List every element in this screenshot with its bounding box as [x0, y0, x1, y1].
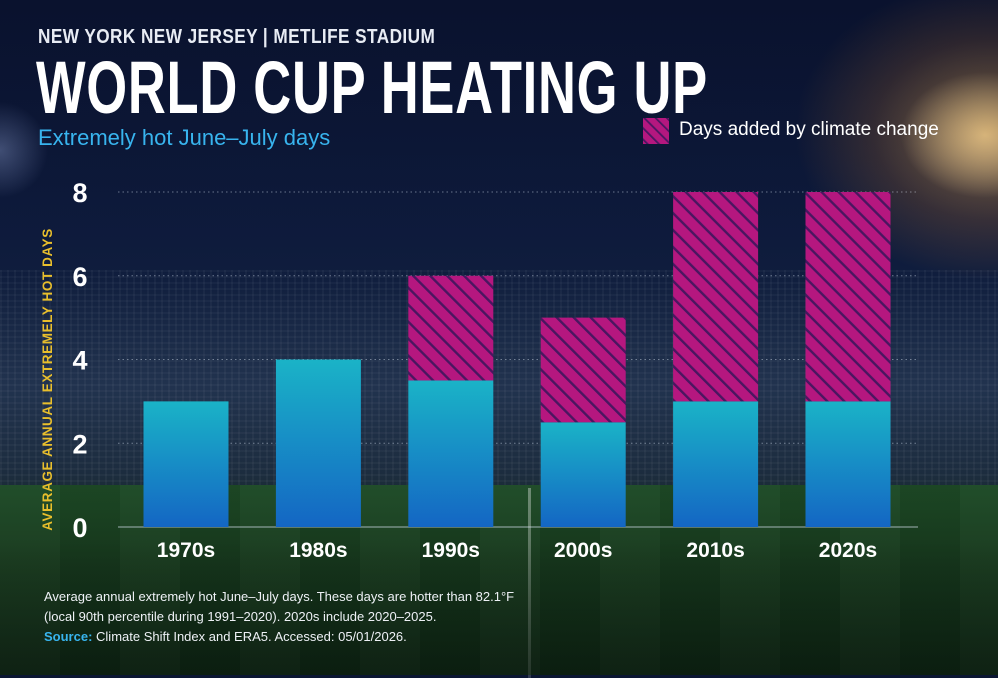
pitch-halfway-line — [528, 488, 531, 678]
footnote-line-1: Average annual extremely hot June–July d… — [44, 589, 515, 604]
source-label: Source: — [44, 629, 93, 644]
legend-swatch-climate-change — [643, 118, 669, 144]
y-axis-title: AVERAGE ANNUAL EXTREMELY HOT DAYS — [40, 228, 55, 531]
y-tick-label-6: 6 — [72, 262, 87, 292]
bar-baseline-1990s — [408, 380, 494, 527]
bar-baseline-2010s — [673, 401, 759, 527]
chart-footnote: Average annual extremely hot June–July d… — [44, 587, 644, 647]
venue-kicker: NEW YORK NEW JERSEY | METLIFE STADIUM — [38, 26, 436, 48]
x-tick-label-2020s: 2020s — [819, 539, 877, 562]
bar-baseline-1970s — [143, 401, 229, 527]
x-tick-label-1970s: 1970s — [157, 539, 215, 562]
y-tick-label-2: 2 — [72, 429, 87, 459]
x-tick-label-1990s: 1990s — [422, 539, 480, 562]
page-title: WORLD CUP HEATING UP — [36, 46, 708, 129]
bar-climate-added-2020s — [805, 192, 891, 402]
x-tick-label-2000s: 2000s — [554, 539, 612, 562]
legend-label-climate-change: Days added by climate change — [679, 119, 939, 140]
chart-subtitle: Extremely hot June–July days — [38, 125, 331, 150]
bar-climate-added-1990s — [408, 275, 494, 381]
x-tick-label-2010s: 2010s — [686, 539, 744, 562]
y-tick-label-4: 4 — [72, 346, 87, 376]
bar-baseline-2000s — [540, 422, 626, 527]
footnote-source: Source: Climate Shift Index and ERA5. Ac… — [44, 627, 644, 647]
legend-swatch-fill — [643, 118, 669, 144]
y-tick-label-8: 8 — [72, 178, 87, 208]
bar-baseline-2020s — [805, 401, 891, 527]
footnote-line-2: (local 90th percentile during 1991–2020)… — [44, 609, 437, 624]
bar-climate-added-2010s — [673, 192, 759, 402]
y-tick-label-0: 0 — [72, 513, 87, 543]
bar-baseline-1980s — [275, 359, 361, 527]
x-tick-label-1980s: 1980s — [289, 539, 347, 562]
source-text: Climate Shift Index and ERA5. Accessed: … — [96, 629, 407, 644]
bar-climate-added-2000s — [540, 317, 626, 423]
